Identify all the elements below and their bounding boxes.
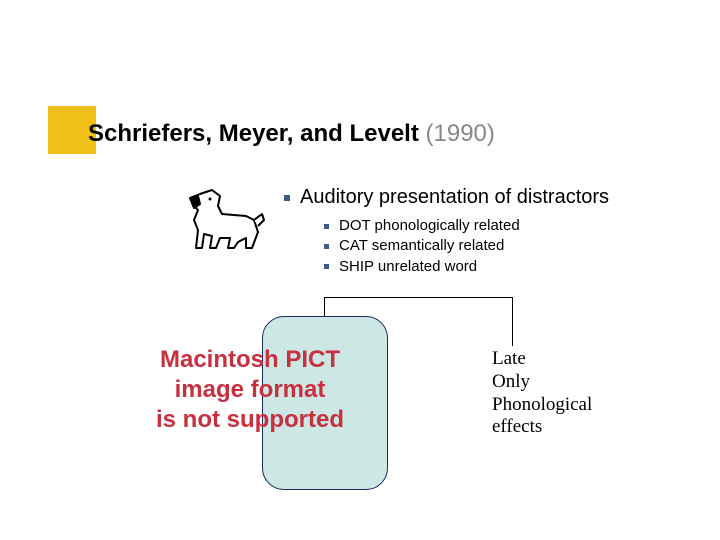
connector-line [512,297,513,346]
sub-bullet-item: DOT phonologically related [324,216,520,236]
callout-line: effects [492,416,592,439]
bullet-square-icon [324,224,329,229]
connector-line [324,297,325,316]
pict-line: Macintosh PICT [100,345,400,375]
main-bullet-text: Auditory presentation of distractors [300,186,609,209]
bullet-square-icon [324,264,329,269]
title-authors: Schriefers, Meyer, and Levelt [88,120,419,147]
dog-icon [180,184,270,259]
sub-bullet-text: SHIP unrelated word [339,257,477,277]
bullet-square-icon [324,244,329,249]
sub-bullet-item: SHIP unrelated word [324,257,520,277]
connector-line [324,297,512,298]
bullet-square-icon [284,195,290,201]
callout-line: Phonological [492,394,592,417]
pict-line: image format [100,375,400,405]
callout-text: Late Only Phonological effects [492,348,592,439]
main-bullet: Auditory presentation of distractors [284,186,609,209]
sub-bullet-text: DOT phonologically related [339,216,520,236]
sub-bullet-text: CAT semantically related [339,236,504,256]
sub-bullet-item: CAT semantically related [324,236,520,256]
pict-error-text: Macintosh PICT image format is not suppo… [100,345,400,435]
pict-line: is not supported [100,405,400,435]
callout-line: Late [492,348,592,371]
title-year: (1990) [426,120,495,147]
sub-bullet-list: DOT phonologically related CAT semantica… [324,216,520,277]
slide-title: Schriefers, Meyer, and Levelt (1990) [88,120,495,148]
callout-line: Only [492,371,592,394]
